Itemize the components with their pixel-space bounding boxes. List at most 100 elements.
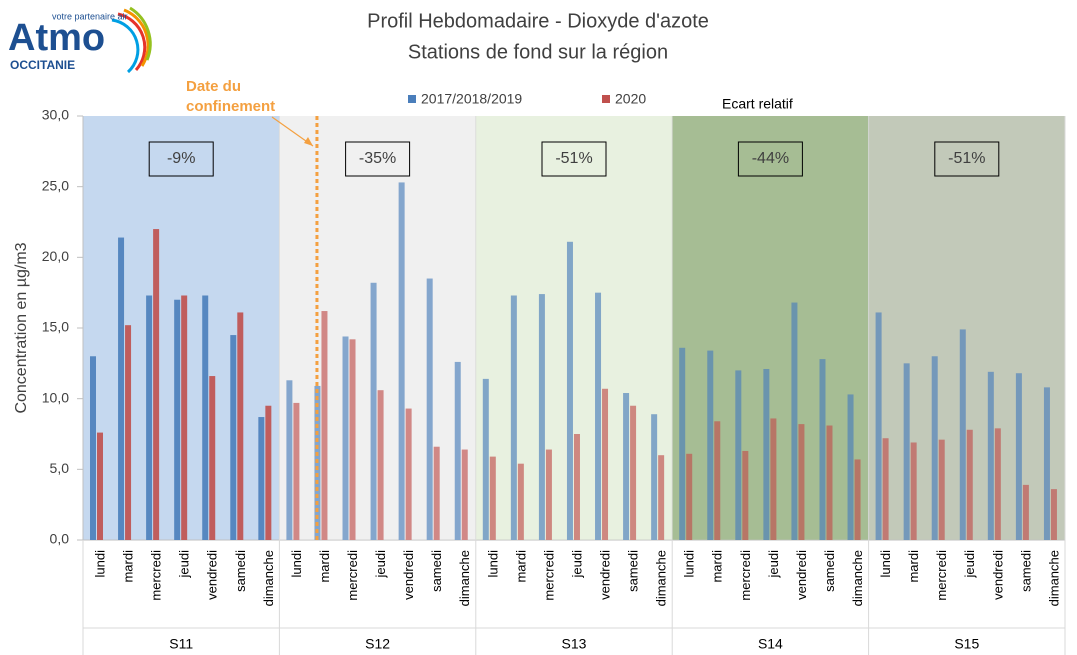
bar	[426, 278, 433, 540]
x-tick-label: samedi	[429, 550, 444, 592]
x-tick-label: vendredi	[205, 550, 220, 600]
bar	[510, 295, 517, 540]
group-tint	[672, 116, 869, 540]
x-tick-label: mardi	[121, 550, 136, 583]
bar	[826, 425, 833, 540]
bar	[174, 299, 181, 540]
bar	[265, 405, 272, 540]
bar	[566, 241, 573, 540]
bar	[377, 390, 384, 540]
change-box	[541, 141, 607, 177]
bar	[959, 329, 966, 540]
bar	[482, 378, 489, 540]
x-tick-label: jeudi	[962, 550, 977, 579]
bar	[517, 463, 524, 540]
bar	[763, 368, 770, 540]
x-tick-label: dimanche	[654, 550, 669, 606]
x-tick-label: jeudi	[177, 550, 192, 579]
bar	[938, 439, 945, 540]
group-label: S12	[365, 636, 390, 652]
bar	[1022, 484, 1029, 540]
x-tick-label: dimanche	[261, 550, 276, 606]
y-tick-label: 15,0	[42, 319, 69, 335]
legend-swatch	[602, 95, 610, 103]
bar	[545, 449, 552, 540]
x-tick-label: jeudi	[766, 550, 781, 579]
bar	[125, 325, 132, 540]
x-tick-label: mercredi	[541, 550, 556, 601]
x-tick-label: mercredi	[149, 550, 164, 601]
bar	[994, 428, 1001, 540]
x-tick-label: lundi	[485, 550, 500, 578]
group-label: S13	[562, 636, 587, 652]
bar	[595, 292, 602, 540]
change-label: Ecart relatif	[722, 96, 793, 112]
group-label: S11	[169, 636, 193, 652]
x-tick-label: mercredi	[738, 550, 753, 601]
change-value: -9%	[167, 150, 195, 167]
bar	[489, 456, 496, 540]
change-box	[737, 141, 803, 177]
group-tint	[279, 116, 476, 540]
bar	[875, 312, 882, 540]
x-tick-label: dimanche	[850, 550, 865, 606]
x-tick-label: samedi	[233, 550, 248, 592]
annotation-arrowhead	[304, 137, 313, 146]
bar	[714, 421, 721, 540]
change-value: -35%	[359, 150, 396, 167]
bar	[538, 294, 545, 540]
bar	[910, 442, 917, 540]
bar	[370, 282, 377, 540]
bar	[903, 363, 910, 540]
bar	[90, 356, 96, 540]
logo-tagline: votre partenaire air	[52, 11, 128, 21]
y-tick-label: 0,0	[50, 531, 70, 547]
y-tick-label: 30,0	[42, 107, 69, 123]
x-tick-label: samedi	[1018, 550, 1033, 592]
legend-label: 2020	[615, 91, 646, 107]
bar	[1050, 489, 1057, 540]
y-tick-label: 20,0	[42, 248, 69, 264]
bar	[349, 339, 356, 540]
bar	[679, 347, 686, 540]
x-tick-label: lundi	[878, 550, 893, 578]
y-tick-label: 10,0	[42, 389, 69, 405]
x-tick-label: vendredi	[401, 550, 416, 600]
legend-swatch	[408, 95, 416, 103]
x-tick-label: vendredi	[990, 550, 1005, 600]
x-tick-label: mardi	[513, 550, 528, 583]
x-tick-label: dimanche	[457, 550, 472, 606]
bar	[931, 356, 938, 540]
chart-title: Profil Hebdomadaire - Dioxyde d'azote	[367, 10, 709, 32]
bar	[735, 370, 742, 540]
x-tick-label: vendredi	[597, 550, 612, 600]
change-box	[934, 141, 1000, 177]
bar	[819, 359, 826, 540]
annotation: Date du	[186, 78, 241, 95]
bar	[651, 414, 658, 540]
logo-name: Atmo	[8, 17, 105, 59]
change-box	[345, 141, 411, 177]
bar	[202, 295, 209, 540]
bar	[847, 394, 854, 540]
bar	[987, 371, 994, 540]
bar	[798, 424, 805, 540]
bar	[321, 311, 328, 540]
logo: Atmo votre partenaire air OCCITANIE	[8, 6, 152, 74]
bar	[742, 450, 749, 540]
change-value: -44%	[752, 150, 789, 167]
x-tick-label: mercredi	[345, 550, 360, 601]
bar	[146, 295, 153, 540]
y-tick-label: 5,0	[50, 460, 70, 476]
group-label: S14	[758, 636, 783, 652]
group-tint	[475, 116, 673, 540]
x-tick-label: mardi	[710, 550, 725, 583]
bar	[602, 388, 609, 540]
bar	[573, 434, 580, 540]
bar	[286, 380, 293, 540]
bar	[630, 405, 637, 540]
bar	[209, 376, 216, 540]
bar	[686, 453, 693, 540]
bar	[658, 455, 665, 540]
